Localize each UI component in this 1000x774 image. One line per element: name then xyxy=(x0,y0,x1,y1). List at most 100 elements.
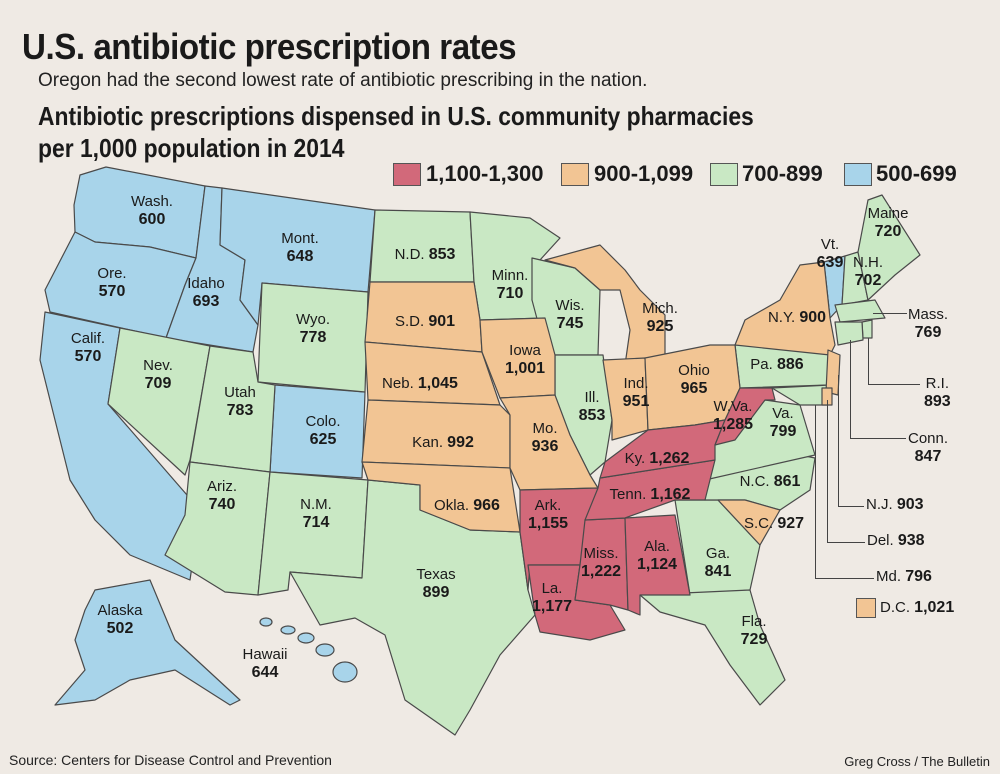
label-nh: N.H. 702 xyxy=(853,254,883,289)
source-note: Source: Centers for Disease Control and … xyxy=(9,752,332,768)
label-vt: Vt. 639 xyxy=(816,236,844,271)
label-calif: Calif. 570 xyxy=(70,330,106,365)
state-wva xyxy=(714,387,776,446)
label-ri: R.I. 893 xyxy=(924,375,951,410)
label-miss: Miss. 1,222 xyxy=(580,545,622,580)
state-ri xyxy=(861,319,873,339)
label-conn: Conn. 847 xyxy=(908,430,949,465)
map-heading-line2: per 1,000 population in 2014 xyxy=(38,133,345,163)
legend-label-700-899: 700-899 xyxy=(742,161,823,186)
label-kan: Kan. 992 xyxy=(412,434,474,451)
state-fla xyxy=(639,589,786,706)
label-ny: N.Y. 900 xyxy=(767,309,827,326)
legend-swatch-700-899 xyxy=(710,163,738,186)
legend-swatch-900-1099 xyxy=(561,163,589,186)
state-sc xyxy=(717,499,781,546)
label-idaho: Idaho 693 xyxy=(187,275,225,310)
leader-del-h xyxy=(827,542,865,543)
leader-nj-h xyxy=(838,506,864,507)
label-sc: S.C. 927 xyxy=(743,515,805,532)
label-del: Del. 938 xyxy=(867,532,925,549)
leader-md-v xyxy=(815,405,816,578)
map-heading-line1: Antibiotic prescriptions dispensed in U.… xyxy=(38,101,754,131)
hawaii-island-5 xyxy=(332,661,358,683)
leader-nj-v xyxy=(838,375,839,506)
state-nev xyxy=(107,327,211,476)
legend-label-500-699: 500-699 xyxy=(876,161,957,186)
state-ala xyxy=(624,514,691,616)
map-heading: Antibiotic prescriptions dispensed in U.… xyxy=(38,100,754,164)
dc-swatch xyxy=(856,598,876,618)
label-nc: N.C. 861 xyxy=(739,473,801,490)
leader-conn-v xyxy=(850,340,851,438)
label-hawaii: Hawaii 644 xyxy=(242,646,288,681)
label-nm: N.M. 714 xyxy=(300,496,332,531)
hawaii-island-3 xyxy=(297,632,315,644)
state-ny xyxy=(734,261,836,356)
label-colo: Colo. 625 xyxy=(305,413,341,448)
label-wyo: Wyo. 778 xyxy=(295,311,331,346)
state-conn xyxy=(834,321,864,346)
page-subtitle: Oregon had the second lowest rate of ant… xyxy=(38,70,648,91)
label-fla: Fla. 729 xyxy=(740,613,768,648)
leader-conn-h xyxy=(850,438,906,439)
state-ind xyxy=(602,357,649,441)
label-nev: Nev. 709 xyxy=(143,357,173,392)
label-ariz: Ariz. 740 xyxy=(207,478,237,513)
state-neb xyxy=(364,341,501,406)
label-texas: Texas 899 xyxy=(416,566,456,601)
label-mont: Mont. 648 xyxy=(281,230,319,265)
label-mass: Mass. 769 xyxy=(908,306,949,341)
label-wva: W.Va. 1,285 xyxy=(712,398,754,433)
state-mass xyxy=(834,299,886,323)
credit-note: Greg Cross / The Bulletin xyxy=(844,754,990,769)
page-title: U.S. antibiotic prescription rates xyxy=(22,26,517,67)
label-nj: N.J. 903 xyxy=(866,496,924,513)
label-wis: Wis. 745 xyxy=(555,297,585,332)
label-md: Md. 796 xyxy=(876,568,932,585)
state-okla xyxy=(361,461,521,533)
label-pa: Pa. 886 xyxy=(750,356,804,373)
label-neb: Neb. 1,045 xyxy=(382,375,458,392)
legend-swatch-1100-1300 xyxy=(393,163,421,186)
leader-ri-h xyxy=(868,384,920,385)
label-ohio: Ohio 965 xyxy=(678,362,710,397)
label-ark: Ark. 1,155 xyxy=(527,497,569,532)
label-utah: Utah 783 xyxy=(224,384,256,419)
label-dc: D.C. 1,021 xyxy=(880,599,955,616)
leader-md-h xyxy=(815,578,874,579)
hawaii-island-4 xyxy=(315,643,335,657)
label-nd: N.D. 853 xyxy=(394,246,456,263)
leader-del-v xyxy=(827,400,828,542)
leader-ri-v xyxy=(868,338,869,384)
label-ore: Ore. 570 xyxy=(97,265,127,300)
label-ky: Ky. 1,262 xyxy=(624,450,690,467)
label-okla: Okla. 966 xyxy=(434,497,500,514)
state-tenn xyxy=(584,459,716,521)
label-la: La. 1,177 xyxy=(531,580,573,615)
state-del xyxy=(821,387,833,406)
label-iowa: Iowa 1,001 xyxy=(504,342,546,377)
label-minn: Minn. 710 xyxy=(491,267,529,302)
label-mich: Mich. 925 xyxy=(642,300,678,335)
label-ind: Ind. 951 xyxy=(622,375,650,410)
state-alaska xyxy=(54,579,241,706)
label-tenn: Tenn. 1,162 xyxy=(609,486,691,503)
label-mo: Mo. 936 xyxy=(531,420,559,455)
label-wash: Wash. 600 xyxy=(131,193,173,228)
label-sd: S.D. 901 xyxy=(394,313,456,330)
label-ala: Ala. 1,124 xyxy=(636,538,678,573)
label-va: Va. 799 xyxy=(769,405,797,440)
legend-swatch-500-699 xyxy=(844,163,872,186)
footer-bar xyxy=(0,748,1000,774)
state-maine xyxy=(857,194,921,301)
state-wyo xyxy=(257,282,369,393)
label-ill: Ill. 853 xyxy=(578,389,606,424)
hawaii-island-1 xyxy=(259,617,273,627)
label-maine: Maine 720 xyxy=(867,205,909,240)
hawaii-island-2 xyxy=(280,625,296,635)
legend-label-900-1099: 900-1,099 xyxy=(594,161,694,186)
leader-mass xyxy=(873,313,907,314)
legend-label-1100-1300: 1,100-1,300 xyxy=(426,161,544,186)
